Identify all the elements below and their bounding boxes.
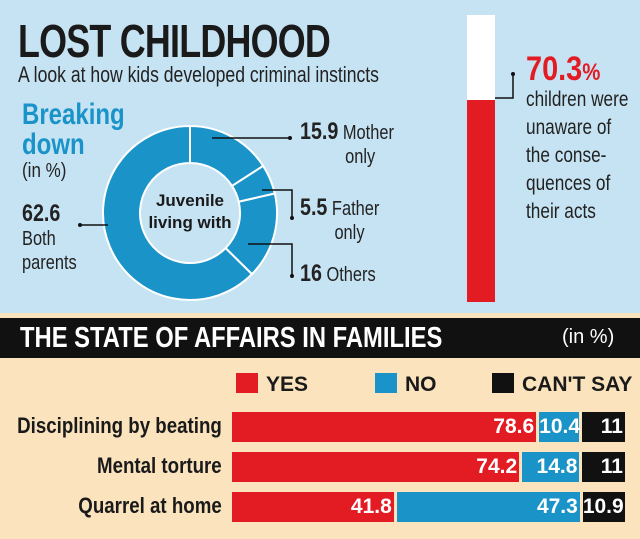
bar-can-t-say: 11 <box>582 452 625 482</box>
value: 62.6 <box>22 200 61 227</box>
label-father: 5.5 Father only <box>300 196 379 245</box>
page-title: LOST CHILDHOOD <box>18 15 331 67</box>
donut-chart: Juvenile living with <box>78 124 294 301</box>
row-label: Mental torture <box>97 453 222 478</box>
legend-swatch <box>375 373 397 393</box>
bar-yes: 74.2 <box>232 452 520 482</box>
stat-description: children were unaware of the conse- quen… <box>526 88 629 223</box>
row-label: Disciplining by beating <box>17 413 222 438</box>
subtitle: A look at how kids developed criminal in… <box>18 62 379 87</box>
leader-line <box>248 243 293 276</box>
bar-section-title: THE STATE OF AFFAIRS IN FAMILIES <box>20 322 443 354</box>
name: Mother <box>342 122 394 144</box>
name: Others <box>326 264 376 286</box>
bar-section-unit: (in %) <box>562 326 615 348</box>
stat-unit: % <box>582 59 601 86</box>
bar-no: 10.4 <box>539 412 580 442</box>
thermometer-empty <box>467 15 495 100</box>
name: Father <box>331 198 380 220</box>
leader-dot <box>78 223 82 227</box>
name2: parents <box>22 252 77 274</box>
label-others: 16 Others <box>300 262 376 287</box>
legend-cant-say: CAN'T SAY <box>492 373 632 397</box>
bar-no: 47.3 <box>396 492 580 522</box>
bar-no: 14.8 <box>522 452 580 482</box>
legend-label: NO <box>405 373 437 396</box>
name: Both <box>22 228 56 250</box>
label-both: 62.6 Both parents <box>22 202 77 275</box>
name2: only <box>334 222 365 244</box>
stat-value: 70.3% <box>526 50 600 89</box>
label-mother: 15.9 Mother only <box>300 120 394 169</box>
legend-swatch <box>236 373 258 393</box>
donut-unit: (in %) <box>22 160 67 182</box>
name2: only <box>345 146 376 168</box>
legend-yes: YES <box>236 373 308 397</box>
leader-dot <box>288 136 292 140</box>
legend-swatch <box>492 373 514 393</box>
stat-number: 70.3 <box>526 50 583 88</box>
bar-can-t-say: 11 <box>582 412 625 442</box>
legend-label: YES <box>266 373 309 396</box>
donut-slice-both-parents <box>102 124 254 301</box>
row-label: Quarrel at home <box>78 493 222 518</box>
leader-dot <box>290 216 294 220</box>
legend-no: NO <box>375 373 437 397</box>
bar-section-header: THE STATE OF AFFAIRS IN FAMILIES (in %) <box>0 318 640 358</box>
bar-yes: 41.8 <box>232 492 394 522</box>
legend-label: CAN'T SAY <box>522 373 633 396</box>
donut-center-label: living with <box>148 213 231 232</box>
thermometer-fill <box>467 100 495 302</box>
leader-line <box>262 189 293 218</box>
value: 15.9 <box>300 118 339 145</box>
value: 16 <box>300 260 322 287</box>
leader-dot <box>290 274 294 278</box>
bar-can-t-say: 10.9 <box>582 492 625 522</box>
bar-yes: 78.6 <box>232 412 537 442</box>
donut-center-label: Juvenile <box>156 191 224 210</box>
thermometer-pointer <box>495 72 515 99</box>
value: 5.5 <box>300 194 328 221</box>
